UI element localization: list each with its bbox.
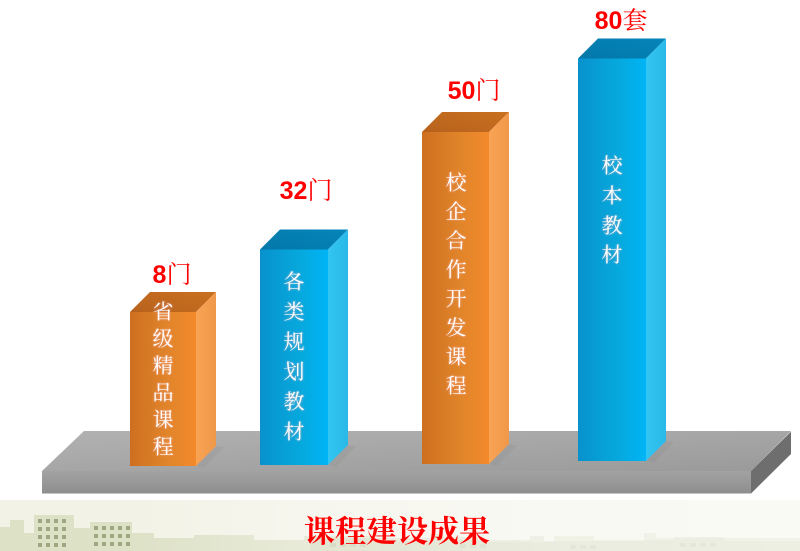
svg-text:级: 级 (153, 323, 174, 353)
svg-text:开: 开 (446, 283, 467, 313)
svg-text:品: 品 (153, 377, 174, 407)
svg-text:精: 精 (153, 350, 174, 380)
svg-text:本: 本 (602, 180, 623, 210)
svg-text:教: 教 (602, 210, 623, 240)
svg-text:校: 校 (602, 150, 623, 180)
svg-text:材: 材 (602, 239, 623, 269)
svg-text:省: 省 (153, 296, 174, 326)
svg-text:各: 各 (284, 266, 305, 296)
svg-text:划: 划 (284, 356, 305, 386)
svg-text:规: 规 (284, 326, 305, 356)
svg-text:程: 程 (153, 431, 174, 461)
svg-text:8门: 8门 (153, 255, 192, 291)
svg-text:教: 教 (284, 386, 305, 416)
svg-text:合: 合 (446, 225, 467, 255)
svg-text:作: 作 (446, 254, 467, 284)
svg-text:企: 企 (446, 196, 467, 226)
svg-text:程: 程 (446, 370, 467, 400)
svg-text:课程建设成果: 课程建设成果 (304, 506, 490, 551)
svg-text:50门: 50门 (448, 71, 501, 107)
svg-text:课: 课 (446, 341, 467, 371)
svg-text:80套: 80套 (595, 1, 648, 37)
svg-text:校: 校 (446, 167, 467, 197)
svg-text:发: 发 (446, 312, 467, 342)
svg-text:类: 类 (284, 296, 305, 326)
svg-text:课: 课 (153, 404, 174, 434)
svg-text:材: 材 (284, 416, 305, 446)
svg-text:32门: 32门 (280, 171, 333, 207)
